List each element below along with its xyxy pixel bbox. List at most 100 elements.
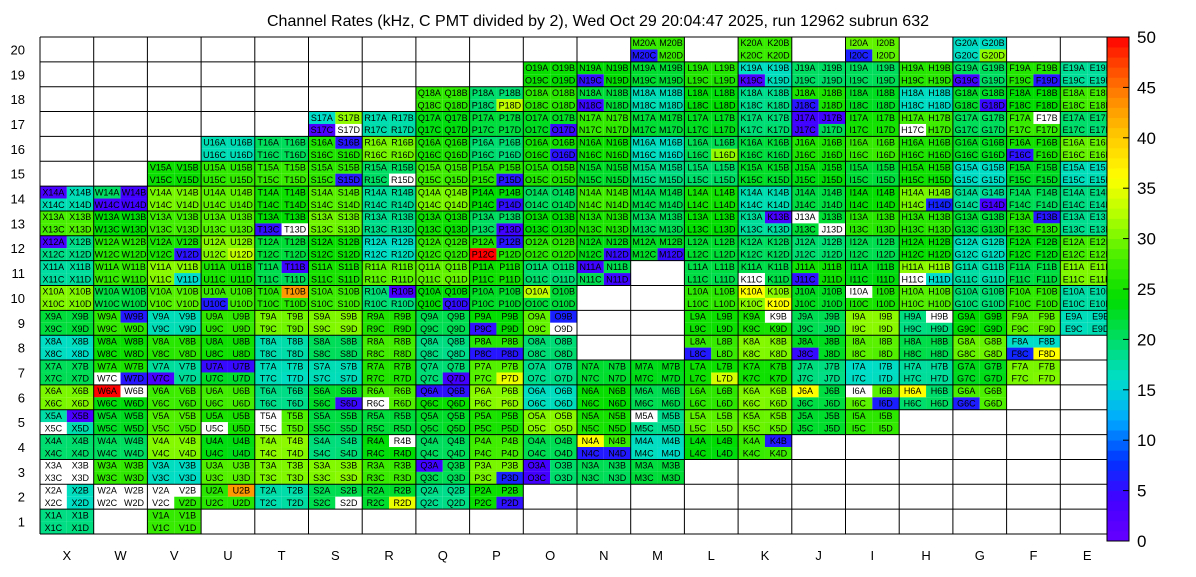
- cell-label-Q15D: Q15D: [444, 175, 468, 185]
- cell-label-Q17D: Q17D: [444, 125, 468, 135]
- cell-G19D: [979, 74, 1007, 87]
- cell-label-L15B: L15B: [714, 162, 735, 172]
- cell-N16C: [577, 148, 604, 162]
- cell-V15C: [147, 173, 175, 187]
- cell-label-O17C: O17C: [525, 125, 549, 135]
- cell-R13D: [389, 223, 416, 236]
- cell-label-N14B: N14B: [606, 187, 629, 197]
- cell-F16B: [1033, 136, 1061, 149]
- cell-F18A: [1006, 86, 1034, 100]
- cell-label-S5D: S5D: [340, 423, 358, 433]
- cell-label-N19D: N19D: [606, 76, 630, 86]
- cell-label-T4D: T4D: [287, 448, 305, 458]
- cell-label-L7D: L7D: [716, 374, 733, 384]
- cell-label-U11A: U11A: [204, 262, 226, 272]
- cell-L13D: [711, 223, 739, 236]
- cell-label-W3A: W3A: [97, 461, 117, 471]
- cell-M12D: [657, 248, 685, 261]
- cell-label-P16C: P16C: [472, 150, 495, 160]
- cell-Q18B: [442, 86, 470, 100]
- cell-O19B: [550, 61, 577, 75]
- cell-label-F16C: F16C: [1009, 150, 1032, 160]
- cell-label-V3D: V3D: [179, 473, 197, 483]
- cell-label-X1A: X1A: [45, 510, 62, 520]
- cell-label-H6C: H6C: [904, 399, 923, 409]
- cell-label-W8D: W8D: [124, 349, 145, 359]
- cell-label-G17C: G17C: [955, 125, 979, 135]
- cell-V13A: [147, 210, 175, 224]
- cell-label-H11A: H11A: [902, 262, 924, 272]
- cell-K13A: [738, 210, 765, 224]
- col-label-P: P: [492, 548, 501, 563]
- cell-J12D: [818, 248, 846, 261]
- cell-label-R6C: R6C: [367, 399, 386, 409]
- cell-label-I5C: I5C: [852, 423, 867, 433]
- row-label-7: 7: [18, 365, 25, 380]
- cell-label-U13A: U13A: [203, 212, 226, 222]
- cell-label-N3D: N3D: [608, 473, 627, 483]
- cell-K20B: [764, 37, 792, 50]
- cell-label-S3D: S3D: [340, 473, 358, 483]
- cell-label-I17C: I17C: [849, 125, 869, 135]
- cell-label-X7D: X7D: [72, 374, 90, 384]
- cell-Q12A: [415, 235, 443, 249]
- cell-label-V12B: V12B: [177, 237, 199, 247]
- cell-T15C: [254, 173, 282, 187]
- cell-label-N11D: N11D: [606, 274, 629, 284]
- cell-label-V2D: V2D: [179, 498, 197, 508]
- cell-N14C: [577, 198, 604, 211]
- cell-label-S7C: S7C: [313, 374, 331, 384]
- cell-label-N19A: N19A: [579, 63, 602, 73]
- cell-label-V9A: V9A: [152, 312, 169, 322]
- cell-M17B: [657, 111, 685, 124]
- cell-F19D: [1033, 74, 1061, 87]
- cell-label-L17D: L17D: [714, 125, 736, 135]
- cell-label-T13A: T13A: [257, 212, 279, 222]
- cell-label-I19C: I19C: [849, 76, 869, 86]
- cell-label-T10D: T10D: [284, 299, 307, 309]
- cell-X12C: [40, 248, 67, 261]
- cell-label-G13C: G13C: [955, 225, 979, 235]
- cell-label-R12D: R12D: [391, 249, 415, 259]
- cell-label-X7A: X7A: [45, 361, 62, 371]
- cell-label-V10A: V10A: [150, 287, 172, 297]
- cell-label-P2A: P2A: [475, 486, 492, 496]
- cell-K14A: [738, 186, 765, 199]
- cell-S17A: [308, 111, 336, 124]
- cell-label-I11D: I11D: [877, 274, 896, 284]
- cell-H18C: [899, 99, 927, 112]
- cell-label-M7A: M7A: [635, 361, 654, 371]
- cell-label-T6C: T6C: [260, 399, 278, 409]
- cell-label-H14C: H14C: [901, 200, 925, 210]
- cell-N19D: [603, 74, 631, 87]
- cell-label-V10D: V10D: [176, 299, 199, 309]
- cell-label-N17D: N17D: [606, 125, 630, 135]
- cell-label-K15A: K15A: [741, 162, 763, 172]
- cell-F17B: [1033, 111, 1061, 124]
- cell-label-L8C: L8C: [690, 349, 707, 359]
- cell-K13C: [738, 223, 765, 236]
- cell-label-K11C: K11C: [741, 274, 763, 284]
- cell-N12D: [603, 248, 631, 261]
- cell-label-I5D: I5D: [879, 423, 894, 433]
- cell-U12B: [227, 235, 255, 249]
- cell-label-Q16A: Q16A: [418, 138, 441, 148]
- cell-O13D: [550, 223, 577, 236]
- cell-label-K6D: K6D: [770, 399, 788, 409]
- cell-O18C: [523, 99, 551, 112]
- cell-label-V6B: V6B: [179, 386, 196, 396]
- cell-X12B: [66, 235, 94, 249]
- cell-label-M15B: M15B: [659, 162, 683, 172]
- cell-V12B: [174, 235, 202, 249]
- cell-label-X3B: X3B: [72, 461, 89, 471]
- cell-T12B: [281, 235, 309, 249]
- cell-label-M13D: M13D: [659, 225, 684, 235]
- cell-label-N16B: N16B: [606, 138, 629, 148]
- cell-K16D: [764, 148, 792, 162]
- cell-L15A: [684, 161, 712, 174]
- cell-label-T10A: T10A: [257, 287, 279, 297]
- cell-label-G19C: G19C: [955, 76, 979, 86]
- cell-label-S16A: S16A: [311, 138, 333, 148]
